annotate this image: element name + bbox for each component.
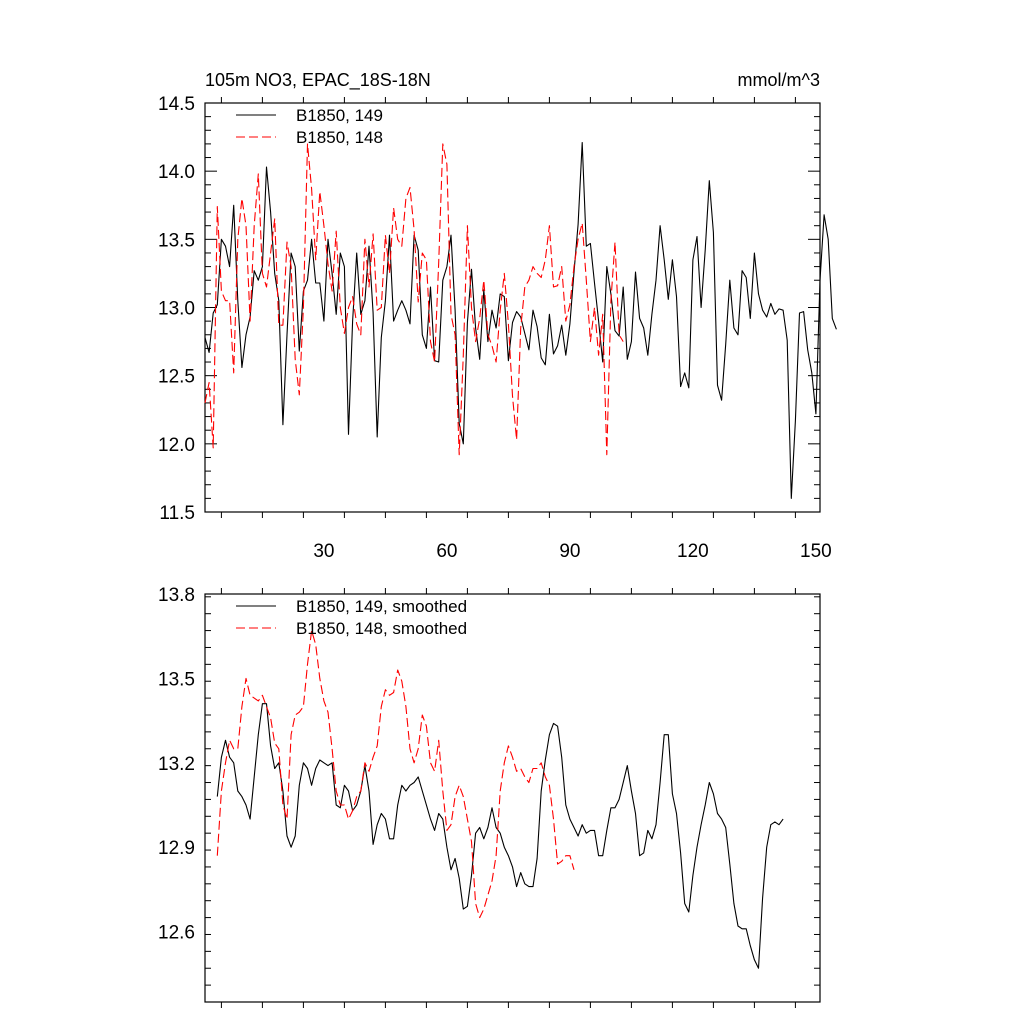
- y-tick-label: 13.5: [158, 230, 195, 251]
- y-tick-label: 13.5: [158, 669, 195, 690]
- y-tick-label: 14.0: [158, 162, 195, 183]
- legend-label: B1850, 149: [296, 106, 383, 125]
- y-tick-label: 12.9: [158, 838, 195, 859]
- x-tick-label: 60: [436, 541, 457, 562]
- series-line-red: [216, 630, 575, 919]
- legend-label: B1850, 148: [296, 128, 383, 147]
- y-tick-label: 12.0: [158, 435, 195, 456]
- y-tick-label: 13.2: [158, 754, 195, 775]
- x-tick-label: 90: [559, 541, 580, 562]
- y-tick-label: 12.6: [158, 923, 195, 944]
- y-tick-label: 14.5: [158, 94, 195, 115]
- legend-label: B1850, 149, smoothed: [296, 597, 467, 616]
- units-label: mmol/m^3: [738, 70, 820, 90]
- legend-label: B1850, 148, smoothed: [296, 619, 467, 638]
- chart-panel-2: 12.6 12.9 13.2 13.5 13.8 B1850, 149, smoothed…: [158, 585, 821, 1008]
- series-line-red: [204, 143, 624, 456]
- y-tick-label: 13.8: [158, 585, 195, 606]
- series-line-black: [216, 703, 784, 969]
- y-tick-label: 12.5: [158, 367, 195, 388]
- x-tick-label: 30: [313, 541, 334, 562]
- x-tick-label: 120: [677, 541, 709, 562]
- y-tick-label: 13.0: [158, 299, 195, 320]
- series-line-black: [204, 141, 837, 499]
- y-tick-label: 11.5: [159, 503, 195, 524]
- plot-frame: [204, 593, 821, 1003]
- x-tick-label: 150: [800, 541, 832, 562]
- chart-title: 105m NO3, EPAC_18S-18N: [205, 70, 431, 91]
- chart-panel-1: 11.5 12.0 12.5 13.0 13.5 14.0 14.5 30 60 90 120 150…: [158, 70, 837, 562]
